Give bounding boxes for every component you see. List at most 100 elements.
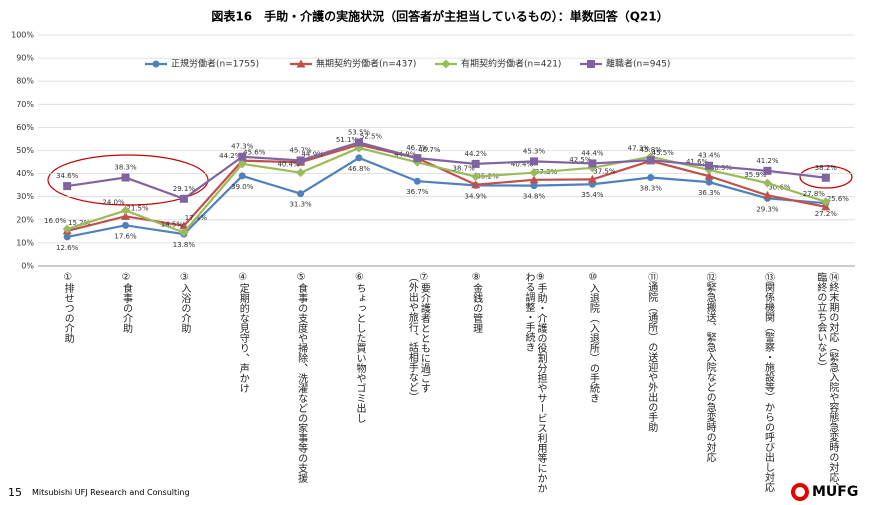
data-label: 24.0%	[102, 199, 125, 207]
data-label: 29.1%	[173, 185, 196, 193]
legend-marker	[441, 59, 451, 69]
data-label: 45.6%	[243, 149, 266, 157]
series-line	[66, 143, 827, 232]
data-label: 38.2%	[815, 164, 838, 172]
y-tick-label: 70%	[16, 100, 34, 109]
point	[354, 138, 363, 147]
point	[704, 171, 714, 180]
point	[471, 159, 480, 168]
point	[122, 221, 130, 229]
data-label: 31.3%	[289, 201, 312, 209]
logo-icon	[791, 483, 809, 501]
point	[821, 173, 830, 182]
chart-title: 図表16 手助・介護の実施状況（回答者が主担当しているもの）：単数回答（Q21）	[211, 9, 668, 24]
point	[821, 197, 831, 207]
data-label: 40.4%	[277, 161, 300, 169]
series-line	[67, 141, 826, 201]
logo: MUFG	[812, 484, 859, 500]
data-label: 34.8%	[523, 193, 546, 201]
highlight-ellipse	[799, 165, 853, 189]
y-tick-label: 10%	[16, 238, 34, 247]
x-tick-label: ⑫緊急搬送、緊急入院などの急変時の対応	[704, 272, 716, 462]
legend-marker	[296, 59, 306, 68]
legend-marker	[587, 60, 595, 68]
x-tick-label: ⑩入退院（入退所）の手続き	[587, 272, 599, 403]
data-label: 34.9%	[465, 192, 488, 200]
data-label: 14.5%	[161, 221, 184, 229]
x-tick-label: ⑬関係機関（警察・施設等）からの呼び出し対応	[762, 272, 774, 492]
data-label: 42.5%	[569, 156, 592, 164]
point	[529, 168, 539, 178]
data-label: 27.2%	[815, 210, 838, 218]
data-label: 44.2%	[219, 152, 242, 160]
point	[179, 228, 189, 238]
data-label: 38.3%	[640, 185, 663, 193]
point	[762, 190, 772, 199]
point	[296, 156, 305, 165]
point	[529, 175, 539, 184]
data-label: 36.7%	[406, 188, 429, 196]
series-line	[66, 146, 827, 234]
highlight-ellipse	[47, 154, 209, 206]
x-tick-label: ②食事の介助	[120, 272, 132, 333]
x-tick-label: ⑪通院（通所）の送迎や外出の手助	[645, 272, 657, 432]
point	[413, 177, 421, 185]
x-tick-label: ⑤食事の支度や掃除、洗濯などの家事等の支援	[295, 272, 307, 483]
y-tick-label: 20%	[16, 215, 34, 224]
data-label: 37.5%	[593, 167, 616, 175]
data-label: 35.9%	[744, 171, 767, 179]
legend-label: 正規労働者(n=1755)	[171, 58, 259, 70]
data-label: 46.8%	[348, 165, 371, 173]
point	[705, 161, 714, 170]
x-tick-label: ③入浴の介助	[178, 272, 190, 333]
point	[121, 173, 130, 182]
data-label: 34.6%	[56, 172, 79, 180]
y-tick-label: 40%	[16, 169, 34, 178]
data-label: 45.7%	[289, 146, 312, 154]
x-tick-label: ⑨手助・介護の役割分担やサービス利用等にかか わる調整・手続き	[523, 272, 547, 493]
y-tick-label: 50%	[16, 146, 34, 155]
data-label: 27.8%	[803, 190, 826, 198]
point	[647, 174, 655, 182]
point	[238, 152, 247, 161]
data-label: 46.7%	[406, 144, 429, 152]
x-tick-label: ⑥ちょっとした買い物やゴミ出し	[353, 272, 365, 423]
data-label: 38.9%	[710, 164, 733, 172]
data-label: 25.6%	[827, 195, 850, 203]
point	[471, 180, 481, 189]
data-label: 52.5%	[360, 133, 383, 141]
page-number: 15	[8, 486, 22, 499]
point	[530, 157, 539, 166]
point	[62, 224, 72, 234]
point	[530, 182, 538, 190]
x-tick-label: ④定期的な見守り、声かけ	[237, 272, 249, 393]
legend-label: 離職者(n=945)	[606, 58, 670, 70]
point	[762, 178, 772, 188]
x-tick-label: ⑭終末期の対応（緊急入院や容態急変時の対応、 臨終の立ち会いなど）	[814, 272, 838, 492]
data-label: 29.3%	[756, 205, 779, 213]
data-label: 46.7%	[418, 146, 441, 154]
data-label: 12.6%	[56, 244, 79, 252]
y-tick-label: 80%	[16, 77, 34, 86]
data-label: 38.7%	[453, 165, 476, 173]
point	[821, 202, 831, 211]
data-label: 43.4%	[698, 152, 721, 160]
data-label: 44.2%	[465, 150, 488, 158]
point	[63, 182, 72, 191]
point	[296, 168, 306, 178]
x-tick-label: ⑦要介護者とともに過ごす （外出や旅行、話相手など）	[406, 272, 430, 402]
y-tick-label: 100%	[11, 31, 34, 40]
point	[646, 156, 655, 165]
x-tick-label: ①排せつの介助	[62, 272, 74, 343]
data-label: 47.3%	[231, 143, 254, 151]
data-label: 51.1%	[336, 136, 359, 144]
data-label: 40.4%	[511, 161, 534, 169]
point	[763, 166, 772, 175]
data-label: 15.2%	[68, 219, 91, 227]
data-label: 13.8%	[173, 241, 196, 249]
data-label: 47.3%	[628, 145, 651, 153]
y-tick-label: 60%	[16, 123, 34, 132]
point	[179, 221, 189, 230]
